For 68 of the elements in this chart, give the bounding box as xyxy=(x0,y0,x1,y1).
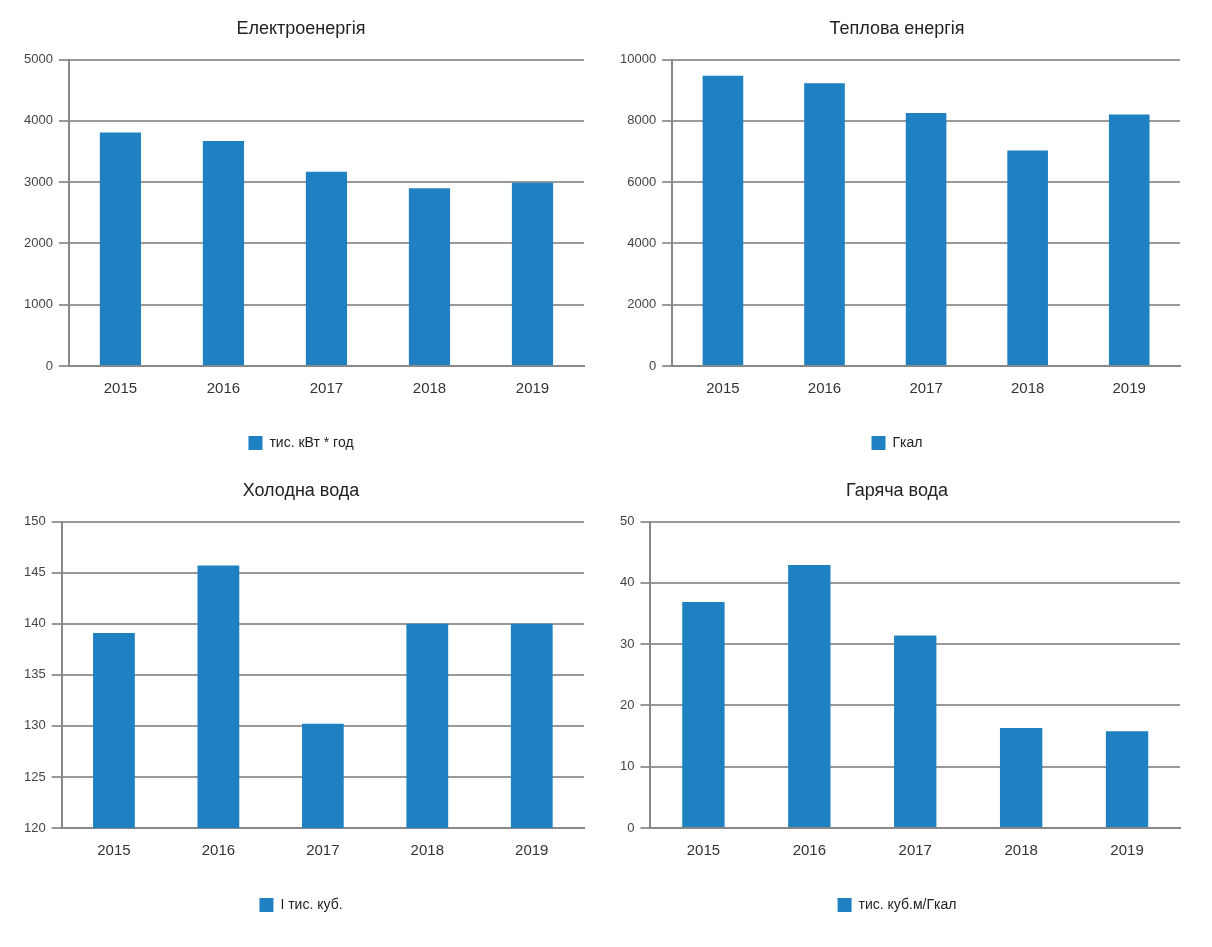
x-tick-label: 2017 xyxy=(909,379,943,397)
y-tick-label: 145 xyxy=(23,564,46,580)
x-tick-label: 2016 xyxy=(807,379,842,397)
x-tick-label: 2018 xyxy=(412,379,447,397)
x-tick-label: 2016 xyxy=(206,379,241,397)
bar xyxy=(1108,114,1150,365)
y-tick-label: 130 xyxy=(23,717,46,733)
bar xyxy=(894,635,937,827)
x-tick-label: 2015 xyxy=(97,841,131,859)
x-tick-label: 2019 xyxy=(1110,841,1144,859)
y-tick-label: 120 xyxy=(23,819,46,835)
x-tick-label: 2017 xyxy=(898,841,932,859)
y-tick-label: 6000 xyxy=(627,173,657,189)
x-tick-label: 2017 xyxy=(306,841,340,859)
x-tick-label: 2018 xyxy=(1004,841,1038,859)
y-tick-label: 2000 xyxy=(24,235,53,251)
x-tick-label: 2018 xyxy=(410,841,444,859)
y-tick-label: 2000 xyxy=(627,296,657,312)
bar xyxy=(99,132,142,365)
y-tick-label: 0 xyxy=(648,357,657,373)
legend-label: тис. куб.м/Гкал xyxy=(858,895,957,912)
chart-title: Теплова енергія xyxy=(829,17,965,38)
x-tick-label: 2016 xyxy=(201,841,236,859)
x-tick-label: 2019 xyxy=(515,841,549,859)
x-tick-label: 2015 xyxy=(706,379,740,397)
y-tick-label: 4000 xyxy=(627,235,657,251)
y-tick-label: 50 xyxy=(619,513,635,529)
y-tick-label: 10000 xyxy=(619,51,657,67)
y-tick-label: 150 xyxy=(23,513,46,529)
bar xyxy=(305,171,348,365)
y-tick-label: 30 xyxy=(619,635,635,651)
x-tick-label: 2015 xyxy=(103,379,138,397)
legend-label: Гкал xyxy=(892,433,923,450)
y-tick-label: 125 xyxy=(23,768,46,784)
legend-label: тис. кВт * год xyxy=(269,433,354,450)
x-tick-label: 2017 xyxy=(309,379,344,397)
y-tick-label: 0 xyxy=(45,357,53,373)
y-tick-label: 1000 xyxy=(24,296,53,312)
x-tick-label: 2016 xyxy=(792,841,827,859)
y-tick-label: 140 xyxy=(23,615,46,631)
bar xyxy=(999,728,1043,827)
bar xyxy=(804,83,845,365)
bar xyxy=(202,141,245,365)
y-tick-label: 3000 xyxy=(24,173,53,189)
y-tick-label: 20 xyxy=(619,697,635,713)
chart-title: Холодна вода xyxy=(242,479,361,500)
bar xyxy=(702,75,744,365)
y-tick-label: 40 xyxy=(619,574,635,590)
bar xyxy=(1105,731,1149,827)
y-tick-label: 10 xyxy=(619,758,635,774)
x-tick-label: 2018 xyxy=(1010,379,1045,397)
y-tick-label: 4000 xyxy=(24,112,53,128)
bar xyxy=(408,188,451,365)
x-tick-label: 2019 xyxy=(515,379,550,397)
bar xyxy=(682,601,725,827)
bar xyxy=(905,112,947,365)
y-tick-label: 5000 xyxy=(24,51,53,67)
bar xyxy=(788,565,831,827)
bar xyxy=(1007,150,1048,365)
legend-label: І тис. куб. xyxy=(280,895,343,912)
x-tick-label: 2015 xyxy=(686,841,721,859)
x-tick-label: 2019 xyxy=(1112,379,1146,397)
y-tick-label: 0 xyxy=(627,819,635,835)
chart-title: Електроенергія xyxy=(236,17,366,38)
chart-title: Гаряча вода xyxy=(845,479,950,500)
bar xyxy=(511,182,554,365)
y-tick-label: 8000 xyxy=(627,112,657,128)
y-tick-label: 135 xyxy=(23,666,46,682)
